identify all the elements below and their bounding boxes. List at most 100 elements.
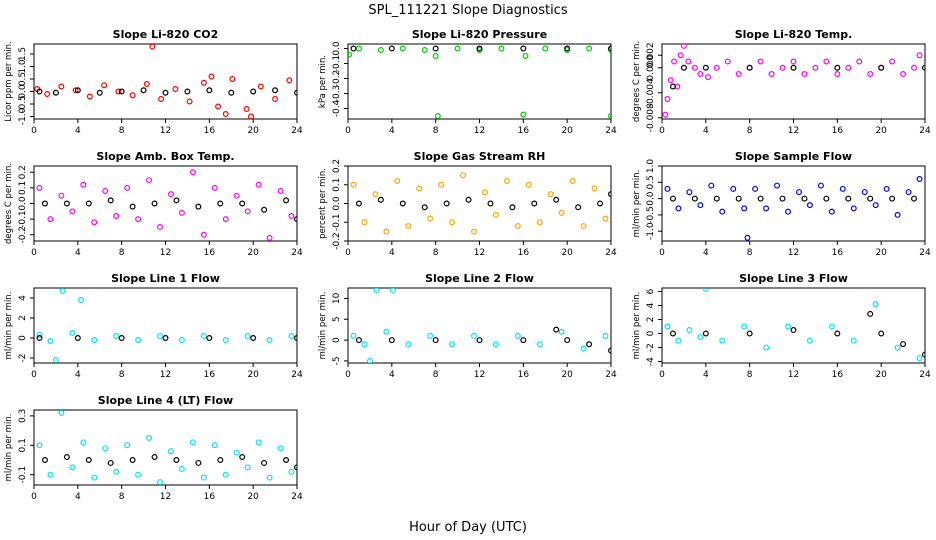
data-point — [222, 216, 229, 223]
plot-frame — [347, 287, 612, 364]
data-point-black — [41, 457, 48, 464]
data-point-black — [911, 195, 918, 202]
x-tick-label: 4 — [703, 370, 709, 380]
data-point-black — [261, 206, 268, 213]
x-tick-label: 12 — [160, 492, 171, 502]
x-tick-label: 16 — [518, 126, 530, 136]
data-point — [763, 205, 770, 212]
data-point — [189, 169, 196, 176]
y-tick-label: 0.1 — [18, 438, 28, 452]
y-tick-label: -0.2 — [18, 226, 28, 244]
y-axis-label: ml/min per min. — [4, 414, 14, 482]
panel-10: Slope Line 4 (LT) Flow 0 4 8 12 16 20 24 -0.1 0.1… — [4, 394, 303, 502]
data-point — [522, 52, 529, 59]
data-point-black — [151, 200, 158, 207]
data-point-black — [399, 200, 406, 207]
data-point — [59, 288, 66, 295]
data-point-black — [575, 204, 582, 211]
data-point — [719, 337, 726, 344]
data-point-black — [36, 335, 43, 342]
panel-title: Slope Line 1 Flow — [111, 272, 220, 285]
data-point-black — [845, 195, 852, 202]
data-point — [828, 323, 835, 330]
data-point — [47, 216, 54, 223]
x-tick-label: 24 — [919, 248, 931, 258]
x-tick-label: 20 — [561, 126, 573, 136]
panel-title: Slope Gas Stream RH — [414, 150, 546, 163]
data-point — [211, 442, 218, 449]
data-point-black — [531, 200, 538, 207]
data-point — [514, 223, 521, 230]
x-tick-label: 12 — [474, 370, 485, 380]
data-point — [200, 79, 207, 86]
x-tick-label: 8 — [119, 370, 125, 380]
data-point-black — [294, 335, 297, 341]
data-point-black — [680, 64, 687, 71]
panel-4: Slope Amb. Box Temp.0 4 8 12 16 20 24-0.2-0.10… — [4, 150, 303, 258]
data-point-black — [834, 330, 841, 337]
data-point — [405, 341, 412, 348]
data-point — [705, 74, 712, 81]
x-tick-label: 12 — [474, 126, 485, 136]
data-point — [80, 181, 87, 188]
data-point — [222, 471, 229, 478]
x-tick-label: 20 — [247, 492, 259, 502]
data-point — [471, 228, 478, 235]
x-tick-label: 12 — [160, 370, 171, 380]
y-tick-label: 0.2 — [332, 159, 342, 173]
data-point-black — [294, 89, 297, 96]
data-point — [350, 332, 357, 339]
y-tick-label: 0.0 — [18, 84, 28, 99]
data-point — [229, 75, 236, 82]
x-tick-label: 8 — [119, 492, 125, 502]
data-point — [536, 341, 543, 348]
data-points — [664, 176, 923, 241]
data-point — [454, 45, 461, 52]
data-point — [763, 344, 770, 351]
y-axis-label: ml/min per min. — [632, 292, 642, 360]
data-point — [427, 332, 434, 339]
data-point — [735, 70, 742, 77]
data-point-black — [790, 64, 797, 71]
data-point — [806, 202, 813, 209]
data-points — [348, 45, 611, 119]
data-point — [471, 332, 478, 339]
data-point — [113, 468, 120, 475]
data-point-black — [564, 45, 571, 52]
data-point-black — [520, 45, 527, 52]
x-tick-label: 0 — [31, 370, 37, 380]
data-point — [850, 205, 857, 212]
data-point — [905, 189, 912, 196]
data-point — [47, 338, 54, 345]
data-point — [872, 202, 879, 209]
data-point — [702, 288, 709, 292]
data-point — [741, 205, 748, 212]
data-point — [288, 213, 295, 220]
data-point-black — [195, 203, 202, 210]
x-tick-label: 20 — [247, 370, 259, 380]
y-tick-label: 2 — [18, 315, 28, 321]
data-point — [536, 219, 543, 226]
data-point-black — [118, 88, 125, 95]
data-point — [266, 474, 273, 481]
data-point — [724, 58, 731, 65]
data-point-black — [129, 457, 136, 464]
data-point — [867, 70, 874, 77]
data-point — [883, 185, 890, 192]
data-point — [102, 445, 109, 452]
data-point — [520, 111, 527, 118]
data-point-black — [421, 204, 428, 211]
figure-x-axis-label: Hour of Day (UTC) — [409, 520, 527, 535]
data-point-black — [63, 454, 70, 461]
data-point — [350, 181, 357, 188]
data-point — [158, 95, 165, 102]
y-tick-label: 0.5 — [646, 175, 656, 189]
x-tick-label: 4 — [75, 248, 81, 258]
data-point — [785, 208, 792, 215]
data-point — [685, 58, 692, 65]
data-point — [146, 177, 153, 184]
data-point-black — [878, 64, 885, 71]
y-tick-label: 0.0 — [332, 196, 342, 211]
data-point — [69, 464, 76, 471]
panel-title: Slope Line 4 (LT) Flow — [98, 394, 233, 407]
